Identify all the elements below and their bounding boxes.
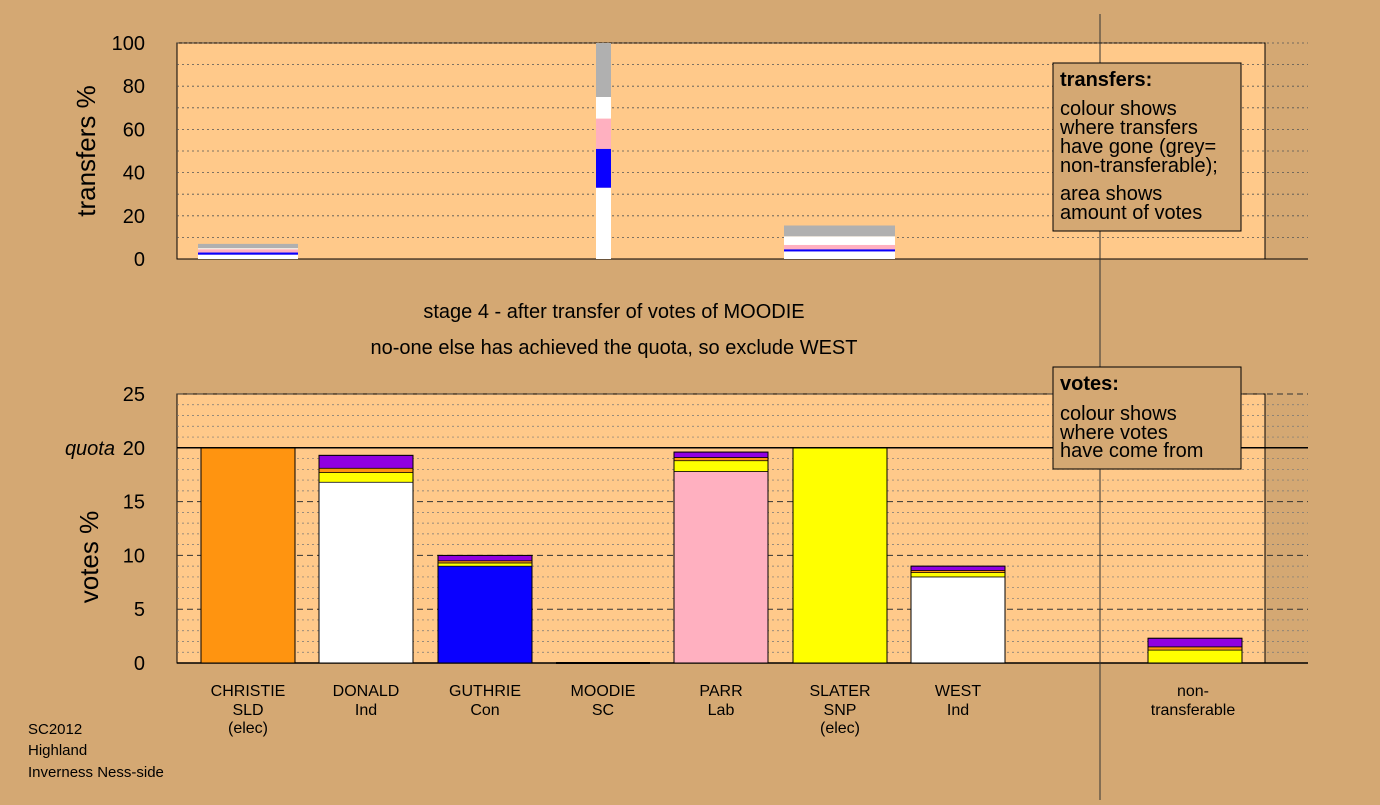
votes-y-tick-label: 25 <box>123 384 145 406</box>
candidate-name: SLATER <box>809 683 870 700</box>
transfers-grid <box>177 42 1308 260</box>
transfers-legend-line: area shows <box>1060 183 1162 205</box>
candidate-party: SNP <box>824 702 857 719</box>
votes-y-tick-label: 10 <box>123 545 145 567</box>
votes-legend-line: where votes <box>1059 422 1168 444</box>
votes-y-tick-label: 20 <box>123 438 145 460</box>
transfer-segment <box>784 251 895 259</box>
transfer-segment <box>198 249 298 253</box>
transfer-segment <box>596 97 611 119</box>
transfer-segment <box>596 148 611 188</box>
footer-line: Highland <box>28 742 87 759</box>
transfer-segment <box>198 254 298 259</box>
transfers-y-ticks: 0 20 40 60 80 100 <box>112 33 145 271</box>
action-caption: no-one else has achieved the quota, so e… <box>371 337 858 359</box>
candidate-bar-segment <box>437 562 533 567</box>
votes-legend-line: colour shows <box>1060 403 1177 425</box>
candidate-name: PARR <box>699 683 742 700</box>
footer-line: SC2012 <box>28 721 82 738</box>
candidate-labels: CHRISTIESLD(elec)DONALDIndGUTHRIEConMOOD… <box>211 683 982 737</box>
non-transferable-bar-segment <box>1147 649 1243 664</box>
votes-legend-title: votes: <box>1060 373 1119 395</box>
quota-label: quota <box>65 438 115 460</box>
transfers-legend-line: have gone (grey= <box>1060 136 1216 158</box>
transfers-legend: transfers: colour shows where transfers … <box>1052 62 1242 232</box>
candidate-bar-segment <box>910 572 1006 578</box>
candidate-bar-segment <box>318 454 414 469</box>
transfers-y-tick-label: 60 <box>123 119 145 141</box>
candidate-bar-segment <box>792 447 888 664</box>
candidate-bar-outline <box>318 454 414 664</box>
votes-legend-line: have come from <box>1060 440 1203 462</box>
transfer-segment <box>198 248 298 250</box>
candidate-party: Ind <box>355 702 377 719</box>
transfers-legend-line: amount of votes <box>1060 202 1202 224</box>
transfers-bars <box>198 43 895 259</box>
candidate-name: WEST <box>935 683 981 700</box>
transfers-axis-title: transfers % <box>71 85 101 217</box>
candidate-elected-note: (elec) <box>228 720 268 737</box>
non-transferable-bar-segment <box>1147 646 1243 651</box>
transfer-segment <box>784 244 895 250</box>
transfer-segment <box>198 252 298 255</box>
candidate-bar-segment <box>673 451 769 458</box>
candidate-bar-segment <box>910 565 1006 571</box>
votes-y-tick-label: 15 <box>123 492 145 514</box>
candidate-bar-segment <box>437 565 533 664</box>
candidate-bar-segment <box>200 447 296 664</box>
stage-caption: stage 4 - after transfer of votes of MOO… <box>423 301 804 323</box>
candidate-party: Ind <box>947 702 969 719</box>
candidate-bar-segment <box>910 576 1006 664</box>
votes-bars <box>200 447 1243 664</box>
votes-y-ticks: 0 5 10 15 20 25 <box>123 384 145 675</box>
candidate-party: Lab <box>708 702 735 719</box>
transfer-segment <box>596 118 611 149</box>
votes-y-tick-label: 0 <box>134 653 145 675</box>
candidate-bar-segment <box>673 457 769 462</box>
footer-line: Inverness Ness-side <box>28 764 164 781</box>
transfer-segment <box>596 187 611 259</box>
candidate-name: MOODIE <box>571 683 636 700</box>
candidate-party: SC <box>592 702 614 719</box>
non-transferable-bar-outline <box>1147 637 1243 664</box>
candidate-bar-outline <box>437 554 533 664</box>
transfers-legend-title: transfers: <box>1060 69 1152 91</box>
transfers-y-tick-label: 100 <box>112 33 145 55</box>
candidate-bar-segment <box>673 460 769 472</box>
candidate-bar-segment <box>673 471 769 664</box>
votes-y-tick-label: 5 <box>134 599 145 621</box>
transfer-segment <box>198 243 298 249</box>
candidate-name: CHRISTIE <box>211 683 286 700</box>
non-transferable-bar-segment <box>1147 637 1243 648</box>
transfer-segment <box>784 249 895 252</box>
transfers-legend-line: where transfers <box>1059 117 1198 139</box>
transfers-y-tick-label: 40 <box>123 163 145 185</box>
candidate-bar-segment <box>318 467 414 473</box>
transfer-segment <box>784 236 895 245</box>
transfer-segment <box>784 225 895 237</box>
candidate-bar-segment <box>318 481 414 664</box>
candidate-bar-segment <box>318 472 414 483</box>
non-transferable-label: non- <box>1177 683 1209 700</box>
candidate-party: Con <box>470 702 499 719</box>
candidate-party: SLD <box>232 702 263 719</box>
transfers-y-tick-label: 20 <box>123 206 145 228</box>
transfers-y-tick-label: 0 <box>134 249 145 271</box>
transfer-segment <box>596 43 611 97</box>
candidate-bar-outline <box>673 451 769 664</box>
transfers-legend-line: colour shows <box>1060 98 1177 120</box>
candidate-name: DONALD <box>333 683 400 700</box>
candidate-elected-note: (elec) <box>820 720 860 737</box>
votes-axis-title: votes % <box>74 511 104 604</box>
candidate-bar-segment <box>437 555 533 562</box>
candidate-bar-outline <box>910 565 1006 664</box>
non-transferable-label: transferable <box>1151 702 1236 719</box>
transfers-legend-line: non-transferable); <box>1060 155 1218 177</box>
votes-legend: votes: colour shows where votes have com… <box>1052 366 1242 470</box>
candidate-name: GUTHRIE <box>449 683 521 700</box>
transfers-y-tick-label: 80 <box>123 76 145 98</box>
